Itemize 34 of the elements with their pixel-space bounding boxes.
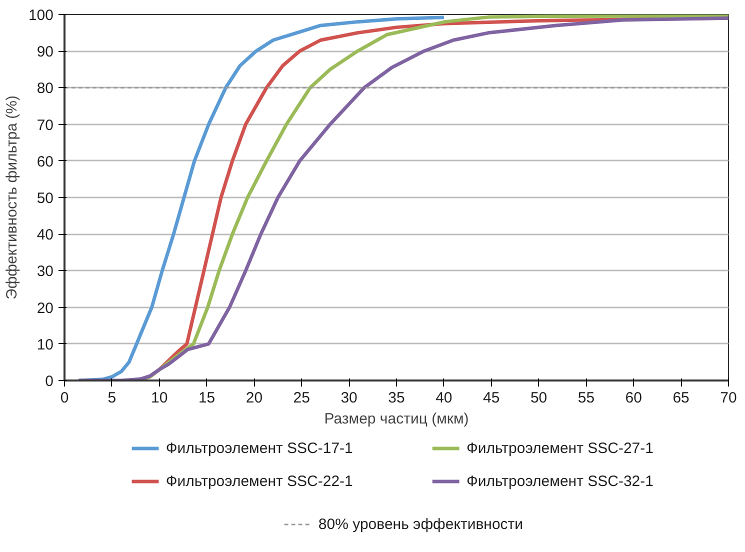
x-tick-label: 0 <box>60 390 69 406</box>
y-tick-label: 60 <box>36 153 54 170</box>
x-tick-label: 10 <box>151 390 168 406</box>
y-axis-title: Эффективность фильтра (%) <box>3 96 20 300</box>
y-tick-label: 10 <box>36 336 54 354</box>
x-tick-label: 30 <box>340 390 358 406</box>
line-series <box>76 16 446 380</box>
y-tick-label: 90 <box>36 44 54 61</box>
x-tick-label: 15 <box>198 390 216 406</box>
x-tick-label: 20 <box>246 390 263 406</box>
legend-label: Фильтроэлемент SSC-27-1 <box>466 440 654 457</box>
y-tick-label: 20 <box>36 300 54 317</box>
legend-label: Фильтроэлемент SSC-22-1 <box>166 473 353 490</box>
x-tick-label: 70 <box>720 390 737 406</box>
x-tick-label: 25 <box>293 390 310 406</box>
x-tick-label: 60 <box>625 390 642 406</box>
x-tick-label: 35 <box>388 390 405 406</box>
x-tick-label: 5 <box>108 390 116 406</box>
y-tick-label: 80 <box>36 80 54 98</box>
y-tick-label: 30 <box>36 263 54 280</box>
x-tick-label: 65 <box>672 390 690 406</box>
x-tick-label: 55 <box>578 390 595 406</box>
legend-label: Фильтроэлемент SSC-32-1 <box>466 473 654 490</box>
y-tick-label: 40 <box>36 226 54 244</box>
y-tick-label: 100 <box>28 7 54 24</box>
x-tick-label: 40 <box>436 390 452 406</box>
x-tick-label: 45 <box>483 390 500 406</box>
legend-label: 80% уровень эффективности <box>318 516 524 533</box>
y-tick-label: 50 <box>36 190 54 207</box>
x-tick-label: 50 <box>530 390 548 406</box>
y-tick-label: 0 <box>45 373 54 390</box>
legend-label: Фильтроэлемент SSC-17-1 <box>166 440 353 457</box>
x-axis-title: Размер частиц (мкм) <box>324 410 469 428</box>
y-tick-label: 70 <box>36 116 54 134</box>
